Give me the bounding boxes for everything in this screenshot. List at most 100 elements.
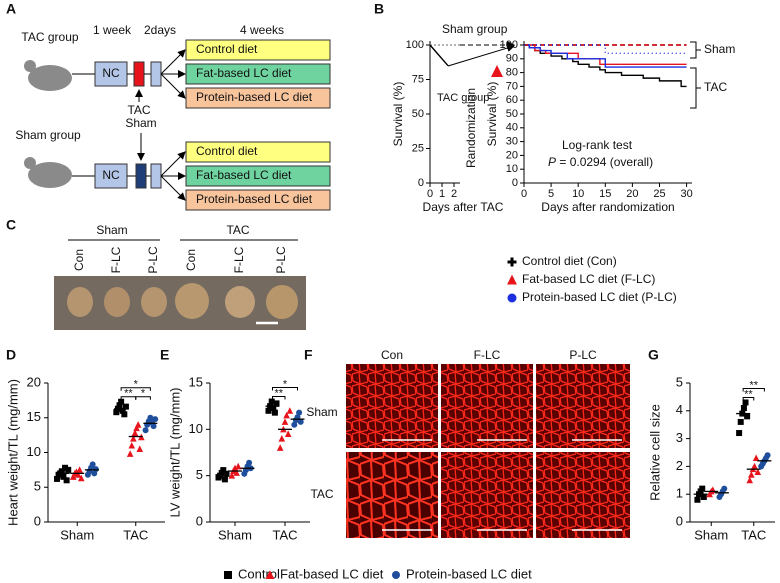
panel-label: C xyxy=(6,217,16,233)
annotation: Log-rank test xyxy=(562,138,633,152)
data-point xyxy=(60,473,67,480)
data-point xyxy=(118,398,125,405)
significance-label: ** xyxy=(274,387,283,399)
data-point xyxy=(752,454,760,462)
data-point xyxy=(228,472,236,479)
data-point xyxy=(76,466,83,473)
data-point xyxy=(694,496,701,503)
data-point xyxy=(136,445,144,453)
x-tick-label: Sham xyxy=(218,527,252,542)
legend-marker xyxy=(507,274,517,285)
y-tick-label: 30 xyxy=(506,136,518,148)
bracket xyxy=(690,41,701,59)
y-tick-label: 0 xyxy=(676,513,683,528)
y-tick-label: 0 xyxy=(418,177,424,189)
data-point xyxy=(220,467,227,474)
x-tick-label: TAC xyxy=(123,527,148,542)
data-point xyxy=(278,435,286,442)
y-tick-label: 20 xyxy=(506,149,518,161)
row-label: TAC xyxy=(310,487,333,501)
data-point xyxy=(89,461,96,468)
tac-label: TAC xyxy=(127,103,150,117)
y-tick-label: 100 xyxy=(500,39,518,51)
diet-label: Con xyxy=(184,249,198,271)
histology-image xyxy=(536,364,630,448)
x-tick-label: 0 xyxy=(521,188,527,200)
diet-label: Protein-based LC diet xyxy=(196,90,313,104)
diet-box xyxy=(185,39,331,61)
x-tick-label: TAC xyxy=(272,527,297,542)
nc-label: NC xyxy=(102,168,120,182)
legend-label: Protein-based LC diet xyxy=(406,566,532,581)
x-tick-label: 15 xyxy=(599,188,611,200)
arrow xyxy=(160,175,186,201)
p-symbol: P xyxy=(548,155,556,169)
data-point xyxy=(234,462,242,470)
diet-label: Control diet xyxy=(196,42,258,56)
data-point xyxy=(276,444,284,451)
tac-box xyxy=(133,61,145,87)
data-point xyxy=(58,468,65,475)
y-tick-label: 10 xyxy=(27,444,41,459)
significance-bracket xyxy=(742,396,755,401)
column-label: F-LC xyxy=(474,348,501,362)
histology-image xyxy=(441,452,533,538)
significance-label: * xyxy=(283,378,288,390)
survival-line xyxy=(429,44,449,67)
y-tick-label: 90 xyxy=(506,53,518,65)
legend-marker xyxy=(507,293,517,303)
diet-label: Fat-based LC diet xyxy=(196,168,292,182)
y-tick-label: 10 xyxy=(189,421,203,436)
diet-label: Fat-based LC diet xyxy=(196,66,292,80)
panel-a: TAC group 1 week 2days 4 weeks NC TAC Co… xyxy=(15,23,331,211)
arrow xyxy=(447,44,515,67)
y-tick-label: 4 xyxy=(676,402,683,417)
legend-marker xyxy=(224,571,232,579)
panel-label: D xyxy=(6,347,16,363)
data-point xyxy=(54,475,61,482)
data-point xyxy=(265,407,272,414)
heart xyxy=(175,283,209,319)
y-tick-label: 20 xyxy=(27,374,41,389)
data-point xyxy=(764,452,771,459)
group-label: TAC xyxy=(226,223,249,237)
data-point xyxy=(142,427,149,434)
axis xyxy=(689,383,775,523)
data-point xyxy=(284,430,292,437)
x-tick-label: Sham xyxy=(60,527,94,542)
mouse-icon xyxy=(28,65,72,91)
diet-label: Con xyxy=(72,249,86,271)
y-tick-label: 0 xyxy=(196,513,203,528)
x-tick-label: 20 xyxy=(626,188,638,200)
significance-label: * xyxy=(134,379,139,391)
survival-line xyxy=(524,44,687,68)
mouse-icon xyxy=(28,162,72,188)
x-tick-label: 25 xyxy=(653,188,665,200)
diet-box xyxy=(185,165,331,187)
y-tick-label: 15 xyxy=(27,409,41,424)
heart xyxy=(266,285,298,319)
diet-box xyxy=(185,189,331,211)
rest-box xyxy=(150,163,162,189)
data-point xyxy=(700,493,707,500)
data-point xyxy=(754,468,762,475)
arrow xyxy=(160,73,186,99)
y-tick-label: 0 xyxy=(34,513,41,528)
data-point xyxy=(62,464,69,471)
data-point xyxy=(737,418,744,425)
data-point xyxy=(223,470,230,477)
nc-box xyxy=(94,163,128,189)
y-tick-label: 25 xyxy=(412,142,424,154)
data-point xyxy=(296,409,303,416)
histology-image xyxy=(346,364,438,448)
y-tick-label: 2 xyxy=(676,458,683,473)
significance-label: ** xyxy=(744,388,753,400)
diet-label: P-LC xyxy=(146,246,160,274)
y-tick-label: 70 xyxy=(506,80,518,92)
data-point xyxy=(134,421,142,428)
axis xyxy=(47,383,165,523)
heart xyxy=(104,287,130,317)
data-point xyxy=(128,441,136,449)
y-tick-label: 50 xyxy=(506,108,518,120)
annotation: Randomization xyxy=(464,88,478,168)
